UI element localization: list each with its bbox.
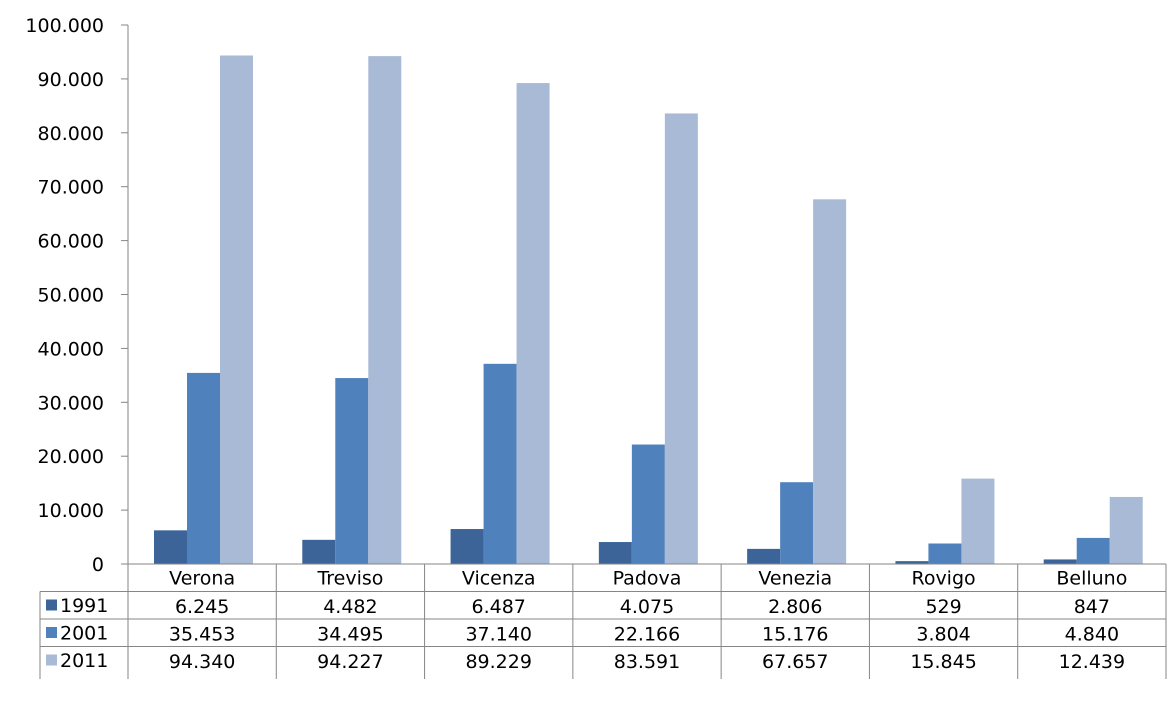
legend-key-2011 — [46, 654, 57, 666]
bar-1991-vicenza — [450, 529, 484, 564]
legend-label: 2011 — [60, 650, 108, 672]
table-cell: 529 — [925, 596, 961, 618]
category-label: Rovigo — [911, 568, 975, 590]
bar-2011-venezia — [813, 199, 847, 564]
table-cell: 34.495 — [317, 624, 383, 646]
table-cell: 4.075 — [620, 596, 674, 618]
bar-1991-belluno — [1043, 559, 1077, 564]
bars — [154, 55, 1143, 565]
bar-2011-vicenza — [516, 83, 550, 564]
table-cell: 3.804 — [916, 624, 970, 646]
table-cell: 83.591 — [614, 651, 680, 673]
legend-key-1991 — [46, 599, 57, 611]
table-cell: 6.487 — [472, 596, 526, 618]
category-label: Treviso — [316, 568, 383, 590]
table-cell: 847 — [1074, 596, 1110, 618]
table-cell: 94.227 — [317, 651, 383, 673]
table-cell: 15.176 — [762, 624, 828, 646]
legend-key-2001 — [46, 627, 57, 638]
bar-2011-belluno — [1109, 496, 1143, 564]
table-cell: 2.806 — [768, 596, 822, 618]
bar-1991-rovigo — [895, 561, 929, 564]
y-tick-label: 50.000 — [38, 285, 104, 307]
y-tick-label: 90.000 — [38, 69, 104, 91]
y-tick-label: 20.000 — [38, 446, 104, 468]
table-cell: 4.840 — [1065, 624, 1119, 646]
bar-2001-padova — [631, 444, 665, 564]
y-tick-label: 30.000 — [38, 392, 104, 414]
y-tick-label: 80.000 — [38, 123, 104, 145]
category-label: Vicenza — [462, 568, 536, 590]
category-label: Verona — [169, 568, 235, 590]
legend-label: 1991 — [60, 595, 108, 617]
bar-1991-padova — [598, 542, 632, 564]
table-cell: 94.340 — [169, 651, 235, 673]
table-cell: 35.453 — [169, 624, 235, 646]
bar-2001-venezia — [780, 482, 814, 564]
bar-1991-venezia — [747, 548, 781, 564]
bar-2001-vicenza — [483, 363, 517, 564]
legend-label: 2001 — [60, 623, 108, 645]
y-tick-label: 40.000 — [38, 338, 104, 360]
bar-2011-treviso — [368, 56, 402, 565]
table-cell: 12.439 — [1059, 651, 1125, 673]
bar-2011-verona — [220, 55, 253, 565]
data-table: Verona Treviso Vicenza Padova Venezia Rovigo B… — [39, 563, 1167, 679]
y-tick-label: 0 — [92, 554, 104, 576]
table-cell: 6.245 — [175, 596, 229, 618]
bar-2011-padova — [664, 113, 698, 564]
category-label: Belluno — [1056, 568, 1127, 590]
bar-1991-treviso — [302, 539, 336, 564]
y-tick-label: 10.000 — [38, 500, 104, 522]
y-axis: 0 10.000 20.000 30.000 40.000 50.000 60.000 70.… — [25, 15, 129, 576]
table-cell: 22.166 — [614, 624, 680, 646]
category-label: Venezia — [758, 568, 832, 590]
table-cell: 89.229 — [465, 651, 531, 673]
bar-1991-verona — [154, 530, 187, 564]
bar-2011-rovigo — [961, 478, 995, 564]
table-cell: 37.140 — [465, 624, 531, 646]
bar-2001-verona — [187, 372, 220, 564]
bar-2001-rovigo — [928, 543, 962, 564]
bar-2001-belluno — [1076, 537, 1110, 564]
y-tick-label: 60.000 — [38, 231, 104, 253]
y-tick-label: 70.000 — [38, 177, 104, 199]
table-cell: 15.845 — [910, 651, 976, 673]
bar-2001-treviso — [335, 378, 369, 564]
table-cell: 4.482 — [323, 596, 377, 618]
category-label: Padova — [613, 568, 682, 590]
y-tick-label: 100.000 — [25, 15, 104, 37]
table-cell: 67.657 — [762, 651, 828, 673]
